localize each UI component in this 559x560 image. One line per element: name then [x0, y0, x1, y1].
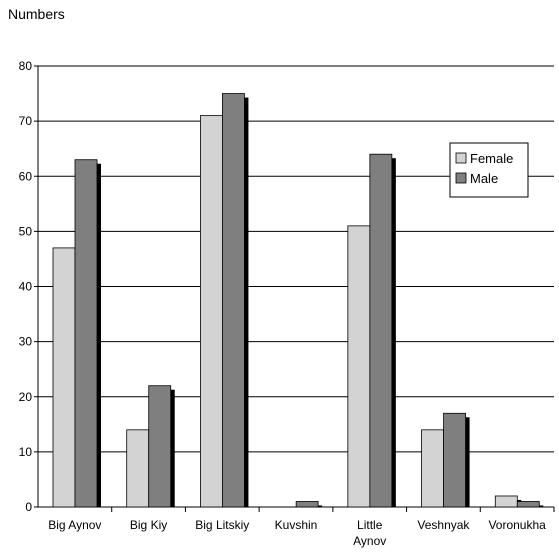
- x-tick-label: Aynov: [353, 534, 386, 548]
- bar-female: [494, 495, 518, 508]
- x-tick-label: Kuvshin: [275, 518, 318, 532]
- y-tick-label: 80: [19, 59, 33, 73]
- x-tick-label: Big Litskiy: [195, 518, 249, 532]
- x-tick-label: Big Aynov: [48, 518, 101, 532]
- x-tick-label: Little: [357, 518, 383, 532]
- y-tick-label: 30: [19, 335, 33, 349]
- x-tick-label: Veshnyak: [417, 518, 470, 532]
- bar-female: [126, 429, 150, 508]
- bar-male: [295, 501, 319, 508]
- bar-male: [369, 153, 393, 508]
- x-tick-label: Voronukha: [488, 518, 546, 532]
- bar-male: [222, 93, 245, 508]
- legend-swatch-male: [455, 172, 467, 184]
- bar-male: [443, 412, 466, 508]
- y-tick-label: 0: [25, 500, 32, 514]
- y-tick-label: 20: [19, 390, 33, 404]
- bar-male: [148, 385, 172, 508]
- y-axis-label: Numbers: [8, 6, 65, 22]
- legend-swatch-female: [455, 152, 467, 164]
- y-tick-label: 70: [19, 114, 33, 128]
- bar-female: [347, 225, 371, 508]
- legend-label-female: Female: [470, 151, 513, 166]
- y-tick-label: 50: [19, 224, 33, 238]
- legend-box: [449, 142, 529, 198]
- bar-male: [516, 501, 540, 508]
- legend-label-male: Male: [470, 171, 498, 186]
- y-tick-label: 10: [19, 445, 33, 459]
- bar-female: [200, 115, 223, 508]
- y-tick-label: 60: [19, 169, 33, 183]
- bar-female: [52, 247, 76, 508]
- x-tick-label: Big Kiy: [130, 518, 167, 532]
- y-tick-label: 40: [19, 280, 33, 294]
- bar-male: [74, 159, 98, 508]
- bar-female: [421, 429, 444, 508]
